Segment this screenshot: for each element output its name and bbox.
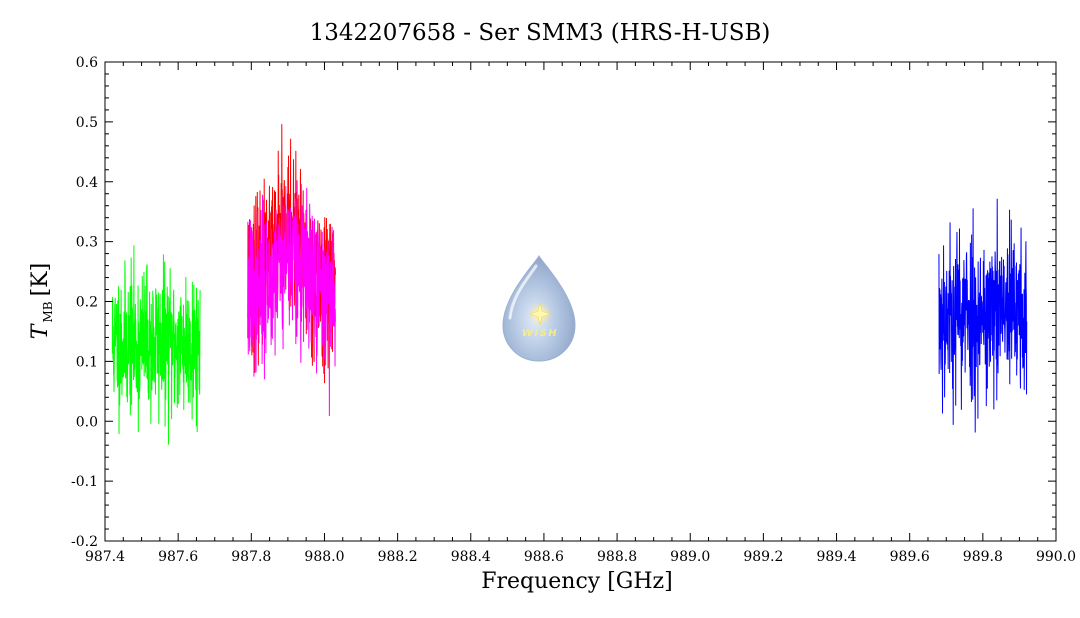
series-layer xyxy=(111,124,1028,445)
y-axis-label-main: T xyxy=(28,322,53,339)
wish-star-icon xyxy=(529,302,551,326)
x-tick-label: 988.4 xyxy=(451,549,491,565)
x-tick-label: 989.2 xyxy=(743,549,783,565)
x-tick-label: 990.0 xyxy=(1036,549,1076,565)
y-tick-label: 0.3 xyxy=(76,235,98,251)
x-tick-label: 988.0 xyxy=(304,549,344,565)
x-tick-labels: 987.4 987.6 987.8 988.0 988.2 988.4 988.6 988.8… xyxy=(85,549,1076,565)
x-tick-label: 989.4 xyxy=(816,549,856,565)
y-tick-label: 0.2 xyxy=(76,295,98,311)
wish-logo: WISH xyxy=(502,254,576,362)
y-tick-label: 0.6 xyxy=(76,55,98,71)
wish-drop-highlight xyxy=(508,264,538,320)
y-tick-label: -0.2 xyxy=(71,534,98,550)
spectrum-series-0 xyxy=(111,245,201,445)
x-tick-label: 989.6 xyxy=(890,549,930,565)
x-tick-label: 989.0 xyxy=(670,549,710,565)
x-tick-label: 987.4 xyxy=(85,549,125,565)
y-tick-label: 0.5 xyxy=(76,115,98,131)
axis-ticks xyxy=(104,61,1057,542)
y-axis-label-sub: MB xyxy=(41,301,55,322)
spectrum-series-2 xyxy=(247,180,336,417)
y-axis-label: TMB [K] xyxy=(28,263,55,339)
svg-text:TMB[K]: TMB [K] xyxy=(28,263,55,339)
y-tick-labels: -0.2 -0.1 0.0 0.1 0.2 0.3 0.4 0.5 0.6 xyxy=(71,55,98,550)
x-tick-label: 988.6 xyxy=(524,549,564,565)
y-tick-label: -0.1 xyxy=(71,474,98,490)
x-axis-label: Frequency [GHz] xyxy=(481,569,673,594)
y-tick-label: 0.1 xyxy=(76,354,98,370)
x-tick-label: 988.8 xyxy=(597,549,637,565)
spectrum-series-3 xyxy=(938,198,1028,433)
wish-logo-text: WISH xyxy=(522,328,558,339)
x-tick-label: 987.6 xyxy=(158,549,198,565)
y-tick-label: 0.4 xyxy=(76,175,98,191)
x-tick-label: 987.8 xyxy=(231,549,271,565)
x-tick-label: 988.2 xyxy=(378,549,418,565)
y-axis-label-unit: [K] xyxy=(28,263,53,297)
x-tick-label: 989.8 xyxy=(963,549,1003,565)
chart-title: 1342207658 - Ser SMM3 (HRS-H-USB) xyxy=(310,20,771,46)
y-tick-label: 0.0 xyxy=(76,414,98,430)
